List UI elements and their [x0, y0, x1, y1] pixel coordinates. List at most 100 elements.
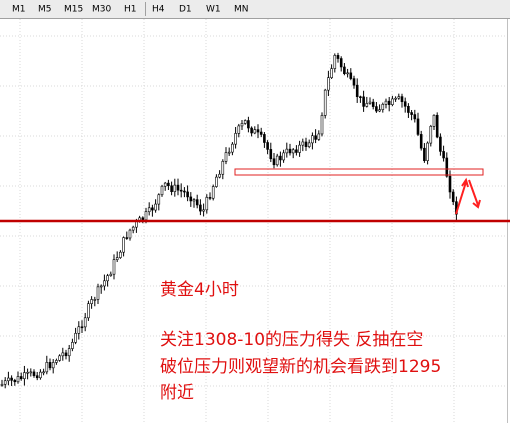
annotation-line: 附近 [160, 383, 194, 403]
candle-body [429, 126, 433, 144]
candle-body [141, 217, 145, 221]
candle-body [26, 371, 29, 374]
candle-body [173, 184, 177, 193]
candle-body [445, 157, 449, 177]
candle-body [119, 251, 122, 258]
candle-body [231, 143, 234, 153]
candle-body [176, 184, 180, 191]
candle-body [205, 197, 209, 211]
candle-body [259, 131, 263, 135]
candle-body [403, 101, 407, 107]
candle-body [365, 103, 369, 107]
candle-body [71, 342, 74, 349]
candle-body [400, 96, 404, 102]
candle-body [64, 352, 68, 357]
candle-body [378, 109, 381, 112]
candle-body [128, 229, 132, 239]
candle-body [275, 155, 279, 166]
timeframe-button[interactable]: M5 [38, 5, 52, 15]
candle-body [272, 158, 276, 166]
candle-body [218, 173, 221, 178]
candle-body [215, 176, 218, 187]
candle-body [311, 135, 314, 144]
candle-body [439, 136, 442, 152]
candle-body [407, 105, 410, 113]
timeframe-button[interactable]: H4 [152, 5, 165, 15]
annotation-line: 关注1308-10的压力得失 反抽在空 [160, 330, 423, 350]
candle-body [51, 362, 55, 369]
candle-body [362, 96, 365, 107]
candle-body [32, 371, 36, 376]
candle-body [103, 280, 106, 287]
candle-body [80, 326, 84, 329]
candle-body [266, 142, 269, 150]
timeframe-button[interactable]: M1 [12, 5, 26, 15]
candle-body [45, 362, 49, 373]
candle-body [327, 77, 330, 91]
candle-body [208, 197, 212, 199]
candle-body [333, 55, 337, 69]
candle-body [397, 96, 401, 99]
candle-body [221, 161, 225, 175]
candle-body [192, 199, 196, 202]
candle-body [3, 380, 7, 385]
candle-body [352, 78, 356, 86]
candle-body [301, 141, 305, 146]
candle-body [48, 362, 52, 369]
candle-body [224, 152, 228, 162]
candle-body [202, 209, 205, 212]
timeframe-button[interactable]: H1 [124, 5, 137, 15]
candle-body [279, 155, 282, 161]
candle-body [35, 375, 39, 379]
candle-body [106, 275, 109, 282]
candle-body [179, 189, 183, 192]
candle-body [39, 371, 42, 379]
candle-body [125, 237, 129, 239]
candle-body [387, 100, 391, 105]
candle-body [416, 118, 420, 135]
timeframe-button[interactable]: M15 [64, 5, 83, 15]
candle-body [269, 149, 273, 160]
candle-body [285, 148, 289, 154]
candle-body [282, 152, 285, 161]
candle-body [451, 191, 455, 202]
candle-body [413, 114, 417, 120]
candle-body [16, 376, 20, 383]
candle-body [442, 151, 445, 159]
candle-body [147, 207, 151, 213]
candle-body [115, 257, 119, 260]
timeframe-button[interactable]: W1 [206, 5, 221, 15]
candle-body [29, 371, 33, 374]
candle-body [160, 185, 164, 196]
candle-body [384, 100, 388, 105]
timeframe-button[interactable]: M30 [92, 5, 111, 15]
candle-body [234, 133, 237, 145]
candle-body [58, 355, 61, 361]
candle-body [240, 123, 244, 127]
resistance-zone [234, 168, 484, 176]
candle-body [112, 259, 116, 275]
candle-body [375, 106, 378, 112]
candle-body [394, 97, 397, 100]
candle-body [343, 66, 346, 75]
candle-body [288, 148, 292, 154]
candle-body [19, 376, 23, 380]
candle-body [320, 115, 324, 135]
candle-body [77, 326, 81, 334]
candle-body [381, 104, 385, 110]
candle-body [323, 89, 327, 116]
annotation-title: 黄金4小时 [160, 280, 239, 300]
candle-body [144, 211, 148, 221]
candle-body [131, 226, 135, 231]
candle-body [359, 96, 362, 99]
timeframe-button[interactable]: D1 [179, 5, 192, 15]
candle-body [256, 129, 260, 133]
candle-body [410, 112, 413, 115]
candle-body [295, 149, 298, 153]
candle-body [122, 237, 125, 253]
candle-body [90, 299, 93, 304]
timeframe-button[interactable]: MN [234, 5, 249, 15]
candle-body [42, 371, 45, 374]
candle-body [157, 194, 161, 205]
